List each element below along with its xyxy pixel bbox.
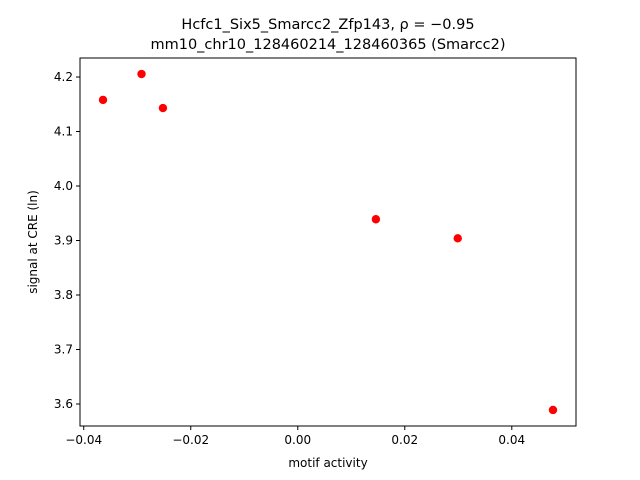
chart-subtitle: mm10_chr10_128460214_128460365 (Smarcc2) bbox=[150, 37, 505, 53]
point bbox=[371, 215, 381, 224]
x-tick-label: 0.02 bbox=[391, 433, 418, 447]
y-axis-label: signal at CRE (ln) bbox=[26, 190, 40, 294]
y-tick-label: 4.1 bbox=[54, 125, 73, 139]
y-tick-label: 3.7 bbox=[54, 342, 73, 356]
point bbox=[137, 69, 146, 79]
y-tick-label: 4.0 bbox=[54, 179, 73, 193]
x-tick-label: 0.00 bbox=[284, 433, 311, 447]
y-tick-label: 3.8 bbox=[54, 288, 73, 302]
x-tick-label: −0.04 bbox=[65, 433, 102, 447]
point bbox=[548, 405, 558, 415]
y-tick-label: 4.2 bbox=[54, 70, 73, 84]
point bbox=[453, 234, 462, 243]
x-tick-label: −0.02 bbox=[172, 433, 209, 447]
point bbox=[98, 95, 108, 105]
x-axis-label: motif activity bbox=[288, 456, 367, 470]
plot-frame bbox=[79, 57, 577, 427]
x-tick-label: 0.04 bbox=[498, 433, 525, 447]
chart-title: Hcfc1_Six5_Smarcc2_Zfp143, ρ = −0.95 bbox=[181, 17, 474, 33]
y-tick-label: 3.6 bbox=[54, 397, 73, 411]
y-tick-label: 3.9 bbox=[54, 234, 73, 248]
point bbox=[158, 103, 168, 113]
